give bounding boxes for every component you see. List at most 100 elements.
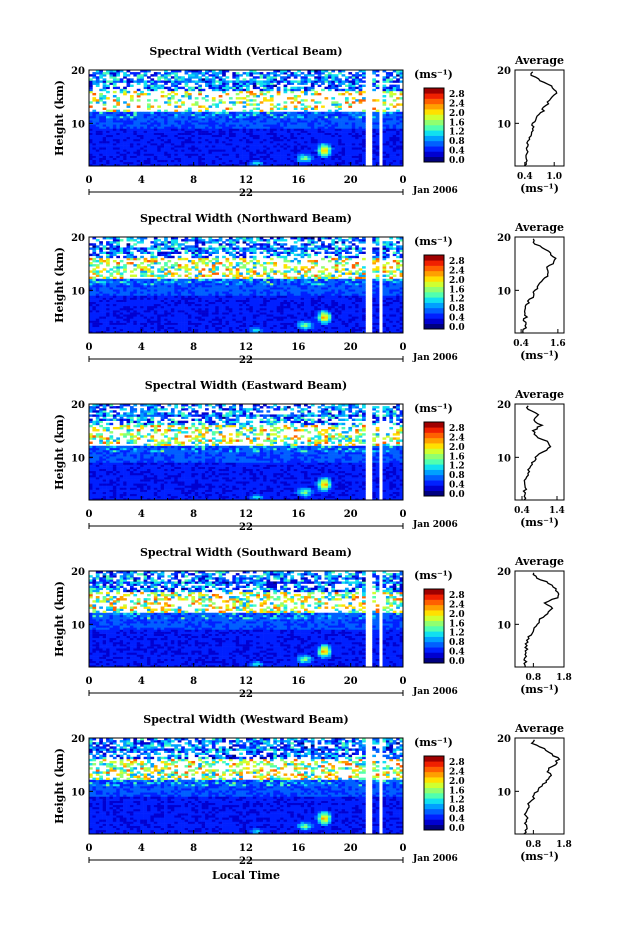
- heatmap-cell: [106, 243, 110, 246]
- heatmap-cell: [92, 259, 97, 263]
- heatmap-cell: [297, 70, 301, 73]
- heatmap-cell: [174, 124, 179, 127]
- heatmap-cell: [174, 293, 179, 296]
- heatmap-cell: [184, 163, 189, 167]
- heatmap-cell: [164, 163, 168, 167]
- heatmap-cell: [351, 97, 356, 100]
- heatmap-cell: [266, 84, 271, 87]
- heatmap-cell: [358, 140, 363, 144]
- heatmap-cell: [157, 120, 161, 123]
- heatmap-cell: [136, 297, 141, 300]
- heatmap-cell: [167, 307, 172, 311]
- panel-title: Spectral Width (Northward Beam): [140, 212, 352, 225]
- heatmap-cell: [290, 122, 295, 125]
- heatmap-cell: [102, 130, 107, 133]
- heatmap-cell: [297, 101, 301, 104]
- heatmap-cell: [218, 299, 223, 302]
- heatmap-cell: [106, 109, 110, 113]
- heatmap-cell: [375, 113, 380, 117]
- heatmap-cell: [143, 134, 148, 138]
- heatmap-cell: [324, 140, 329, 144]
- heatmap-cell: [150, 74, 155, 77]
- heatmap-cell: [109, 297, 114, 300]
- heatmap-cell: [314, 145, 318, 148]
- heatmap-cell: [191, 239, 196, 242]
- heatmap-cell: [123, 270, 127, 273]
- heatmap-cell: [338, 105, 342, 108]
- heatmap-cell: [358, 136, 363, 140]
- heatmap-cell: [157, 249, 161, 252]
- heatmap-cell: [123, 324, 127, 328]
- heatmap-cell: [191, 155, 196, 158]
- heatmap-cell: [276, 138, 281, 142]
- heatmap-cell: [205, 120, 209, 123]
- heatmap-cell: [235, 318, 240, 321]
- heatmap-cell: [140, 291, 144, 294]
- heatmap-cell: [102, 113, 107, 117]
- heatmap-cell: [246, 330, 250, 334]
- average-frame: [514, 69, 565, 167]
- heatmap-cell: [205, 293, 209, 296]
- heatmap-cell: [106, 157, 110, 161]
- heatmap-cell: [194, 153, 199, 156]
- heatmap-cell: [143, 72, 148, 75]
- heatmap-cell: [389, 151, 394, 154]
- heatmap-cell: [126, 103, 131, 106]
- heatmap-cell: [208, 118, 213, 121]
- heatmap-cell: [259, 120, 264, 123]
- heatmap-cell: [184, 287, 189, 290]
- heatmap-cell: [239, 151, 243, 154]
- heatmap-cell: [92, 270, 97, 273]
- heatmap-cell: [375, 163, 380, 167]
- heatmap-cell: [348, 130, 353, 133]
- heatmap-cell: [286, 155, 291, 158]
- heatmap-cell: [225, 92, 230, 96]
- heatmap-cell: [99, 130, 103, 133]
- heatmap-cell: [297, 86, 301, 90]
- heatmap-cell: [181, 101, 185, 104]
- heatmap-cell: [119, 266, 124, 269]
- heatmap-cell: [358, 101, 363, 104]
- heatmap-cell: [95, 239, 100, 242]
- heatmap-cell: [331, 111, 336, 115]
- heatmap-cell: [304, 153, 308, 156]
- heatmap-cell: [140, 297, 144, 300]
- heatmap-cell: [184, 155, 189, 158]
- heatmap-cell: [95, 126, 100, 129]
- heatmap-cell: [92, 253, 97, 257]
- heatmap-cell: [112, 134, 117, 138]
- heatmap-cell: [164, 274, 168, 277]
- heatmap-cell: [249, 149, 254, 152]
- heatmap-cell: [348, 143, 353, 146]
- heatmap-cell: [177, 111, 182, 115]
- heatmap-cell: [225, 287, 230, 290]
- heatmap-cell: [215, 136, 219, 140]
- heatmap-cell: [174, 243, 179, 246]
- heatmap-cell: [348, 149, 353, 152]
- heatmap-cell: [232, 80, 237, 83]
- heatmap-cell: [147, 303, 151, 307]
- heatmap-cell: [273, 118, 278, 121]
- heatmap-cell: [327, 111, 332, 115]
- heatmap-cell: [256, 122, 260, 125]
- heatmap-cell: [116, 266, 121, 269]
- heatmap-cell: [228, 326, 233, 330]
- heatmap-cell: [167, 132, 172, 135]
- heatmap-cell: [147, 322, 151, 325]
- heatmap-cell: [126, 307, 131, 311]
- heatmap-cell: [167, 245, 172, 248]
- heatmap-cell: [211, 74, 216, 77]
- heatmap-cell: [119, 322, 124, 325]
- heatmap-cell: [116, 155, 121, 158]
- heatmap-cell: [263, 97, 267, 100]
- heatmap-cell: [92, 293, 97, 296]
- heatmap-cell: [109, 72, 114, 75]
- heatmap-cell: [389, 113, 394, 117]
- heatmap-cell: [187, 157, 192, 161]
- heatmap-cell: [399, 136, 404, 140]
- heatmap-cell: [198, 111, 202, 115]
- heatmap-cell: [194, 326, 199, 330]
- heatmap-cell: [304, 92, 308, 96]
- heatmap-cell: [116, 163, 121, 167]
- heatmap-cell: [150, 88, 155, 92]
